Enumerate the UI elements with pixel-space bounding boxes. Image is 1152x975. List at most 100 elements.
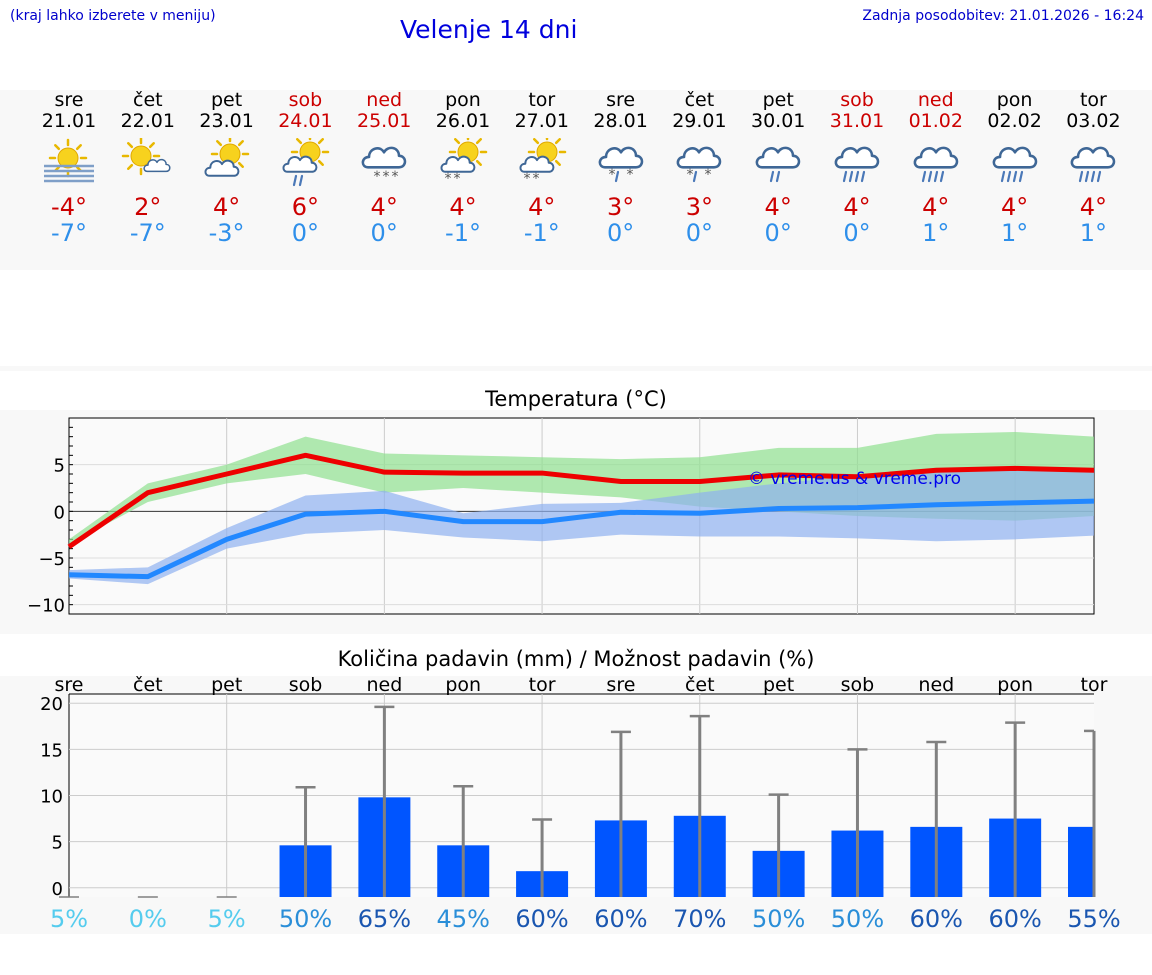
max-temp: 4°: [528, 193, 556, 221]
sun-fog-icon: [44, 138, 94, 183]
svg-text:*: *: [608, 167, 615, 183]
day-date: 31.01: [829, 110, 885, 132]
day-date: 22.01: [120, 110, 175, 132]
min-temp: 0°: [606, 219, 635, 247]
day-name: sob: [288, 89, 323, 111]
day-date: 23.01: [199, 110, 254, 132]
temperature-chart-title: Temperatura (°C): [485, 387, 667, 411]
y-tick-label: 10: [40, 787, 63, 808]
cloud-snow-icon: * * *: [361, 146, 407, 185]
y-tick-label: 0: [52, 879, 63, 900]
day-label: tor: [1081, 676, 1108, 696]
cloud-sleet-icon: * *: [598, 146, 643, 183]
max-temp: 4°: [449, 193, 477, 221]
day-name: sre: [606, 89, 636, 111]
precipitation-chart-title: Količina padavin (mm) / Možnost padavin …: [337, 647, 815, 671]
max-temp: 4°: [1079, 193, 1108, 221]
min-temp: 1°: [922, 219, 950, 247]
day-column: pon 02.02 4° 1°: [975, 90, 1055, 246]
day-date: 26.01: [435, 110, 491, 132]
day-column: pon 26.01 * * 4° -1°: [423, 90, 503, 246]
max-temp: 3°: [685, 193, 714, 221]
y-tick-label: −5: [38, 549, 65, 570]
y-tick-label: 0: [54, 502, 65, 523]
day-name: tor: [528, 89, 556, 111]
day-label: čet: [685, 676, 715, 696]
day-column: ned 01.02 4° 1°: [896, 90, 976, 246]
page-title: Velenje 14 dni: [400, 15, 578, 44]
precip-probability: 60%: [910, 905, 963, 933]
day-date: 24.01: [278, 110, 333, 132]
precip-bar: [1068, 826, 1094, 897]
sun-cloud-snow-icon: * *: [440, 138, 488, 187]
day-label: pet: [763, 676, 794, 696]
precip-probability: 60%: [594, 905, 647, 933]
max-temp: 4°: [764, 193, 792, 221]
day-name: sre: [54, 89, 84, 111]
day-name: sob: [840, 89, 874, 111]
max-temp: -4°: [51, 193, 87, 221]
min-temp-line: [68, 498, 1095, 580]
day-label: pon: [445, 676, 481, 696]
max-temp-line: [67, 452, 1095, 549]
max-temp: 4°: [370, 193, 398, 221]
svg-text:*: *: [445, 171, 452, 187]
day-name: pet: [210, 89, 243, 111]
day-date: 01.02: [908, 110, 963, 132]
min-temp: -7°: [51, 219, 87, 247]
last-update: Zadnja posodobitev: 21.01.2026 - 16:24: [862, 8, 1144, 24]
precipitation-chart: 20 15 10 5 0 sre čet pet sob ned pon tor sre čet pet so…: [40, 676, 1121, 933]
day-label: sre: [606, 676, 635, 696]
day-name: ned: [917, 89, 954, 111]
day-date: 02.02: [987, 110, 1042, 132]
min-temp: -7°: [129, 219, 166, 247]
svg-text:*: *: [454, 171, 461, 187]
min-temp: 0°: [291, 219, 320, 247]
sun-cloud-snow-icon: * *: [519, 138, 567, 187]
sun-cloud-rain-icon: [282, 138, 330, 187]
precip-probability: 50%: [279, 905, 332, 933]
day-label: sre: [55, 676, 84, 696]
y-tick-label: 20: [40, 694, 63, 715]
max-temp: 2°: [134, 193, 162, 221]
forecast-strip: [0, 90, 1152, 270]
day-column: tor 03.02 4° 1°: [1053, 90, 1133, 246]
precip-probability: 60%: [515, 905, 568, 933]
day-name: pet: [762, 89, 794, 111]
min-temp: 0°: [764, 219, 792, 247]
day-column: sre 28.01 * * 3° 0°: [581, 90, 661, 246]
day-date: 21.01: [41, 110, 97, 132]
min-range-band: [69, 469, 1094, 585]
precip-probability: 0%: [129, 905, 167, 933]
day-name: pon: [445, 89, 481, 111]
min-temp: -1°: [523, 219, 560, 247]
day-label: ned: [366, 676, 402, 696]
day-date: 27.01: [514, 110, 569, 132]
location-hint: (kraj lahko izberete v meniju): [10, 8, 216, 24]
day-label: ned: [918, 676, 954, 696]
day-name: čet: [133, 89, 163, 111]
day-label: sob: [289, 676, 323, 696]
day-date: 03.02: [1066, 110, 1121, 132]
y-tick-label: 5: [54, 456, 65, 477]
day-label: pon: [997, 676, 1033, 696]
svg-text:*: *: [383, 169, 390, 185]
day-column: tor 27.01 * * 4° -1°: [502, 90, 582, 246]
watermark: © vreme.us & vreme.pro: [748, 469, 961, 489]
min-temp: 0°: [370, 219, 398, 247]
day-column: sob 31.01 4° 0°: [817, 90, 897, 246]
day-label: pet: [211, 676, 242, 696]
day-column: ned 25.01 * * * 4° 0°: [344, 90, 424, 246]
sun-cloud-icon: [121, 138, 171, 176]
day-label: sob: [841, 676, 875, 696]
day-date: 29.01: [672, 110, 727, 132]
min-temp: 0°: [685, 219, 714, 247]
max-temp: 4°: [843, 193, 871, 221]
svg-text:*: *: [374, 169, 381, 185]
day-name: ned: [366, 89, 403, 111]
precip-probability: 45%: [437, 905, 490, 933]
precip-probability: 70%: [673, 905, 726, 933]
day-column: čet 29.01 * * 3° 0°: [659, 90, 739, 246]
svg-text:*: *: [705, 167, 712, 183]
y-tick-label: 5: [52, 833, 63, 854]
